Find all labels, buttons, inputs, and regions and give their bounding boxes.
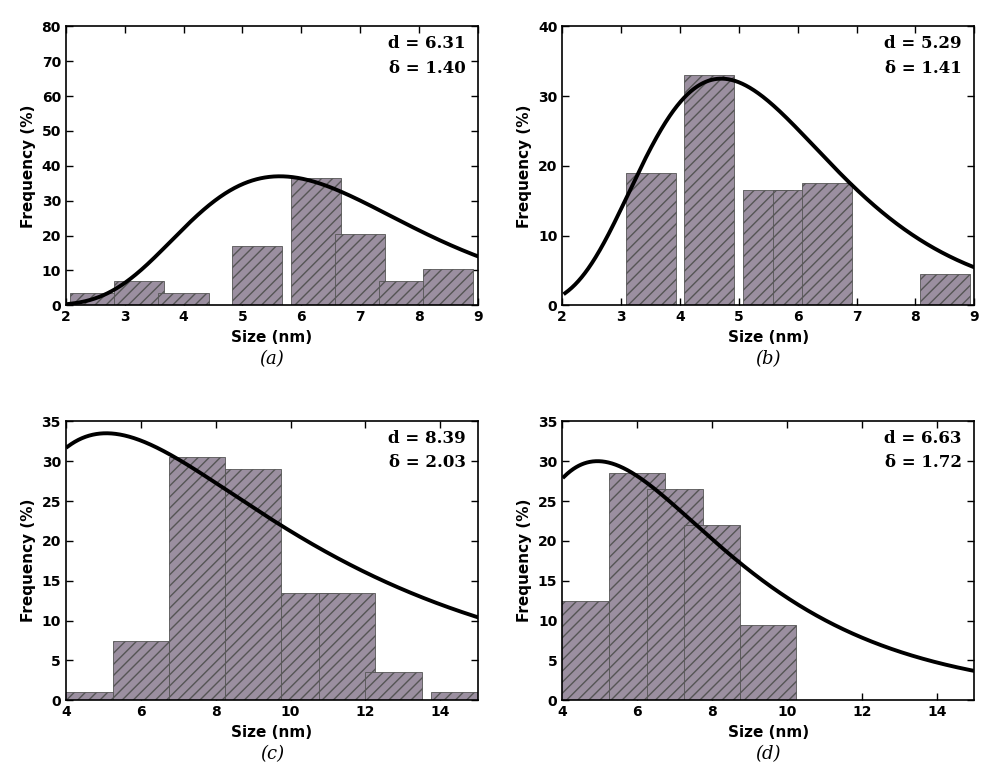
Bar xyxy=(609,473,665,700)
Bar xyxy=(773,190,823,305)
Bar xyxy=(684,525,740,700)
Bar xyxy=(232,246,282,305)
Bar xyxy=(365,673,422,700)
Bar xyxy=(225,469,281,700)
Text: d = 8.39
δ = 2.03: d = 8.39 δ = 2.03 xyxy=(388,430,466,471)
X-axis label: Size (nm): Size (nm) xyxy=(231,330,312,345)
Bar xyxy=(70,293,120,305)
Bar xyxy=(740,625,796,700)
X-axis label: Size (nm): Size (nm) xyxy=(728,330,809,345)
Bar xyxy=(291,178,341,305)
Y-axis label: Frequency (%): Frequency (%) xyxy=(21,104,36,228)
Bar xyxy=(113,640,169,700)
Text: d = 6.31
δ = 1.40: d = 6.31 δ = 1.40 xyxy=(388,34,466,77)
Bar xyxy=(335,234,385,305)
Bar xyxy=(423,269,473,305)
Bar xyxy=(743,190,793,305)
Text: d = 6.63
δ = 1.72: d = 6.63 δ = 1.72 xyxy=(884,430,962,471)
Bar xyxy=(431,692,487,700)
Bar xyxy=(379,281,429,305)
Bar xyxy=(802,183,852,305)
Bar xyxy=(158,293,209,305)
Text: (a): (a) xyxy=(259,350,284,368)
Text: d = 5.29
δ = 1.41: d = 5.29 δ = 1.41 xyxy=(884,34,962,77)
Bar xyxy=(920,274,970,305)
Bar xyxy=(281,593,337,700)
Text: (c): (c) xyxy=(260,745,284,763)
Bar xyxy=(684,75,734,305)
Y-axis label: Frequency (%): Frequency (%) xyxy=(517,499,532,622)
Bar xyxy=(169,457,225,700)
Text: (d): (d) xyxy=(756,745,781,763)
Y-axis label: Frequency (%): Frequency (%) xyxy=(21,499,36,622)
Bar xyxy=(56,692,113,700)
Bar xyxy=(647,489,703,700)
Y-axis label: Frequency (%): Frequency (%) xyxy=(517,104,532,228)
Text: (b): (b) xyxy=(756,350,781,368)
X-axis label: Size (nm): Size (nm) xyxy=(231,725,312,740)
Bar xyxy=(626,173,676,305)
X-axis label: Size (nm): Size (nm) xyxy=(728,725,809,740)
Bar xyxy=(319,593,375,700)
Bar xyxy=(114,281,164,305)
Bar xyxy=(553,601,609,700)
